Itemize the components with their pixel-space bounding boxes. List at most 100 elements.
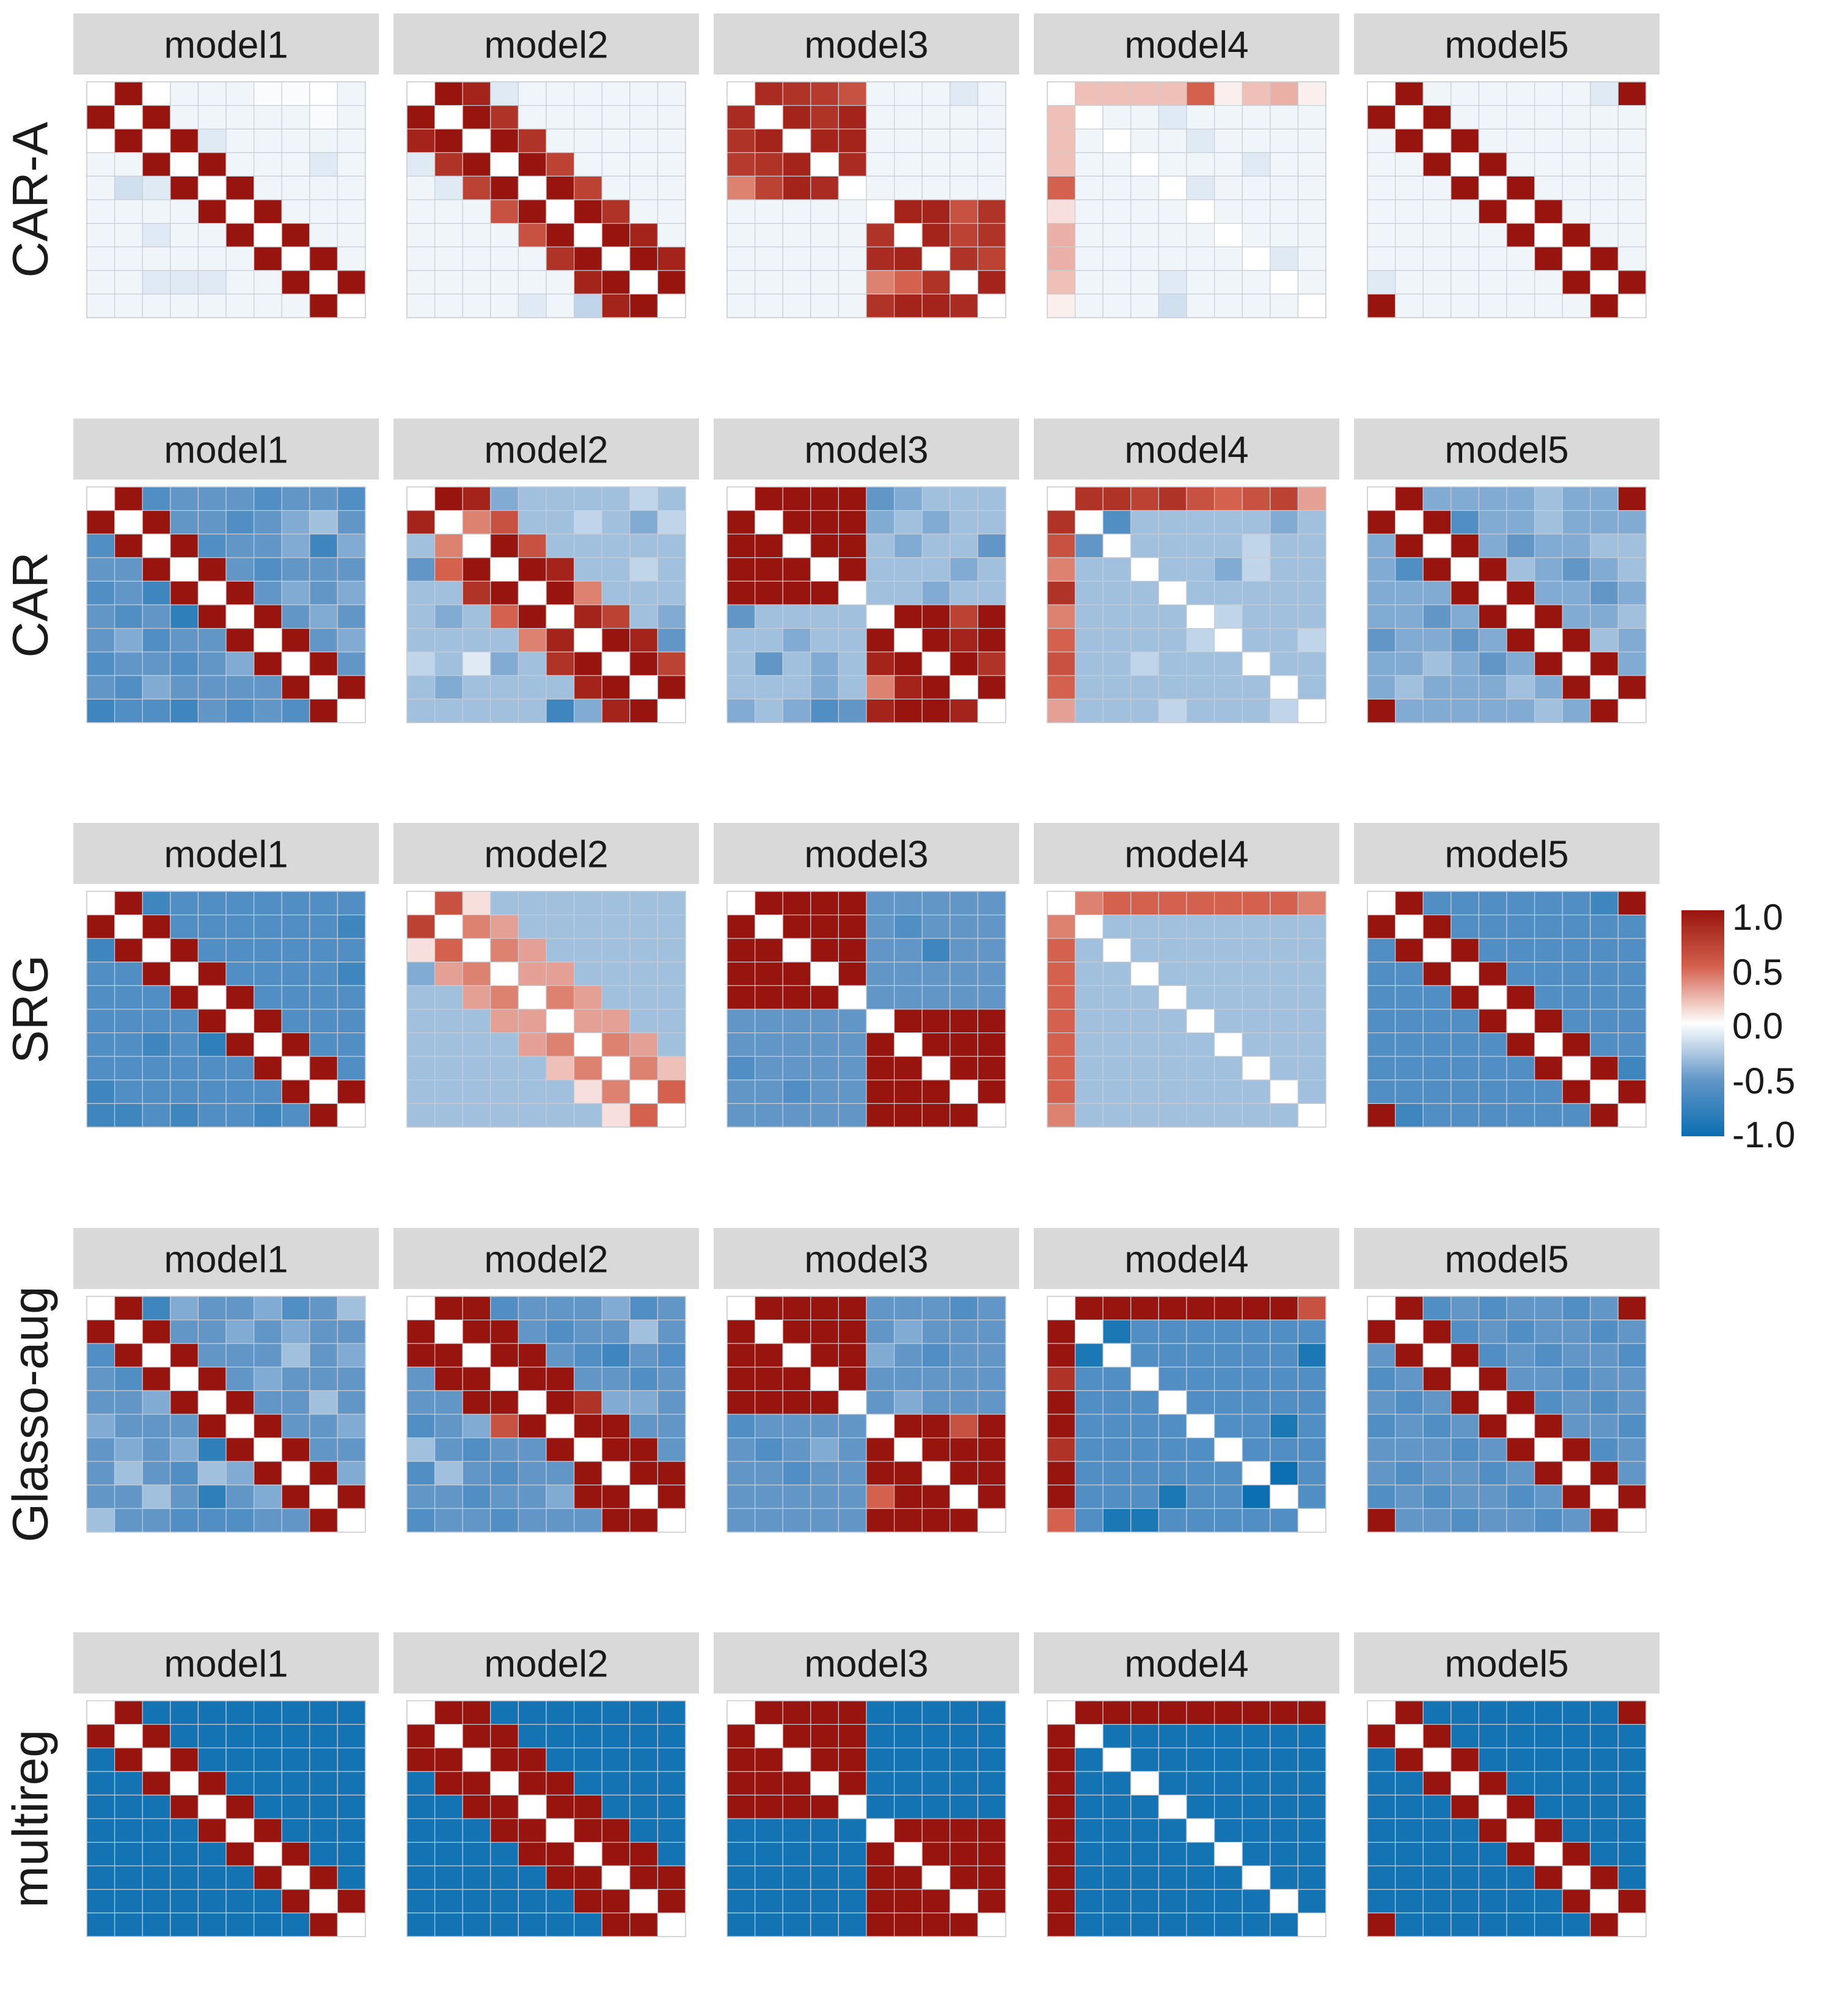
heatmap-cell <box>657 962 686 987</box>
heatmap-cell <box>1367 675 1396 700</box>
heatmap-cell <box>114 580 143 605</box>
heatmap-cell <box>893 1032 923 1057</box>
heatmap-cell <box>1422 651 1452 676</box>
heatmap-cell <box>1395 1414 1424 1439</box>
heatmap-cell <box>1506 1296 1535 1321</box>
heatmap-cell <box>573 1056 602 1081</box>
heatmap-cell <box>434 1343 463 1368</box>
heatmap-cell <box>601 1912 631 1937</box>
heatmap-cell <box>337 1461 366 1486</box>
heatmap-cell <box>1422 1724 1452 1748</box>
heatmap-cell <box>1506 1747 1535 1772</box>
panel-car-model1: model1 <box>73 418 379 723</box>
heatmap-cell <box>893 938 923 963</box>
heatmap-cell <box>406 128 436 153</box>
heatmap-cell <box>1242 1437 1271 1462</box>
heatmap-cell <box>1102 1032 1132 1057</box>
heatmap-cell <box>281 675 310 700</box>
heatmap-cell <box>893 604 923 629</box>
heatmap-cell <box>197 985 227 1010</box>
heatmap-cell <box>518 914 547 939</box>
heatmap-cell <box>281 1700 310 1725</box>
heatmap-cell <box>170 175 199 200</box>
heatmap-cell <box>337 1842 366 1866</box>
heatmap-cell <box>1478 580 1507 605</box>
heatmap-cell <box>114 199 143 224</box>
heatmap-cell <box>1617 1414 1647 1439</box>
heatmap-cell <box>462 698 491 723</box>
heatmap-cell <box>490 891 519 916</box>
heatmap-cell <box>86 1296 115 1321</box>
heatmap-cell <box>309 698 338 723</box>
heatmap-cell <box>142 1865 171 1890</box>
heatmap-cell <box>546 533 575 558</box>
heatmap-cell <box>197 938 227 963</box>
heatmap-cell <box>434 246 463 271</box>
heatmap-cell <box>434 1056 463 1081</box>
heatmap-cell <box>573 1747 602 1772</box>
heatmap-cell <box>1478 1485 1507 1510</box>
heatmap-cell <box>921 962 951 987</box>
heatmap-cell <box>838 557 867 582</box>
heatmap-cell <box>1617 580 1647 605</box>
heatmap-cell <box>86 81 115 106</box>
heatmap-cell <box>1367 1461 1396 1486</box>
heatmap-cell <box>197 1747 227 1772</box>
heatmap-cell <box>1297 651 1326 676</box>
panel-srg-model5: model5 <box>1354 823 1659 1128</box>
heatmap-cell <box>406 105 436 130</box>
heatmap-cell <box>1074 1818 1103 1843</box>
heatmap-cell <box>1213 293 1243 318</box>
heatmap-cell <box>1242 604 1271 629</box>
heatmap-cell <box>518 1390 547 1415</box>
heatmap-cell <box>1562 580 1591 605</box>
heatmap-cell <box>1617 1009 1647 1034</box>
heatmap-cell <box>406 1414 436 1439</box>
heatmap-cell <box>1213 486 1243 511</box>
heatmap-cell <box>518 1700 547 1725</box>
heatmap-cell <box>977 604 1006 629</box>
heatmap-cell <box>1270 891 1299 916</box>
heatmap-cell <box>86 914 115 939</box>
heatmap-cell <box>726 1794 756 1819</box>
heatmap-cell <box>1074 604 1103 629</box>
heatmap-cell <box>546 223 575 247</box>
heatmap-cell <box>462 604 491 629</box>
panel-multireg-model1: model1 <box>73 1632 379 1937</box>
heatmap-cell <box>1562 938 1591 963</box>
heatmap-cell <box>1478 128 1507 153</box>
heatmap-cell <box>754 533 783 558</box>
heatmap-cell <box>810 105 840 130</box>
heatmap-cell <box>1562 1818 1591 1843</box>
heatmap-cell <box>197 1794 227 1819</box>
heatmap-cell <box>977 1485 1006 1510</box>
heatmap-cell <box>142 1056 171 1081</box>
heatmap-cell <box>1617 985 1647 1010</box>
heatmap-cell <box>1270 223 1299 247</box>
heatmap-cell <box>1297 486 1326 511</box>
heatmap-cell <box>1158 1485 1187 1510</box>
heatmap-cell <box>1130 891 1160 916</box>
heatmap-cell <box>281 580 310 605</box>
heatmap-cell <box>462 1296 491 1321</box>
heatmap-cell <box>1422 938 1452 963</box>
heatmap-cell <box>1270 1700 1299 1725</box>
facet-strip <box>1354 1632 1659 1693</box>
heatmap-cell <box>1367 105 1396 130</box>
heatmap-cell <box>86 1079 115 1105</box>
heatmap-cell <box>1506 1794 1535 1819</box>
panel-srg-model1: model1 <box>73 823 379 1128</box>
heatmap-cell <box>921 81 951 106</box>
heatmap-cell <box>309 293 338 318</box>
heatmap-cell <box>1047 914 1076 939</box>
heatmap-cell <box>254 1912 282 1937</box>
heatmap-cell <box>434 914 463 939</box>
heatmap-cell <box>114 604 143 629</box>
heatmap-cell <box>1367 1296 1396 1321</box>
heatmap-cell <box>546 985 575 1010</box>
heatmap-cell <box>1395 1437 1424 1462</box>
heatmap-cell <box>726 1912 756 1937</box>
heatmap-cell <box>1213 128 1243 153</box>
heatmap-cell <box>977 1700 1006 1725</box>
